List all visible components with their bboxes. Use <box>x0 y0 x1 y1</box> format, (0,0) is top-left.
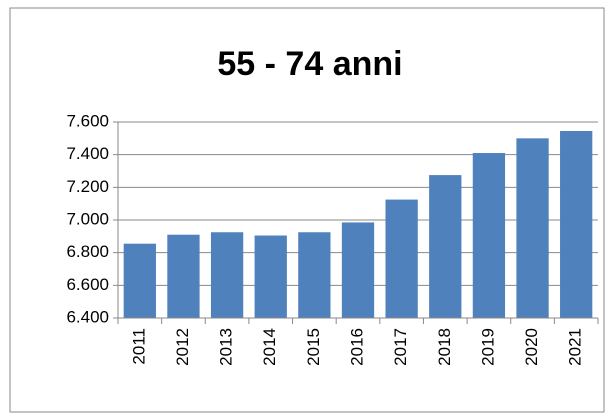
x-tick-label: 2014 <box>260 328 279 366</box>
bar <box>385 199 418 318</box>
x-tick-label: 2011 <box>129 328 148 365</box>
bar <box>254 235 287 318</box>
x-tick-label: 2016 <box>347 328 366 366</box>
x-tick-label: 2013 <box>217 328 236 366</box>
bar <box>429 175 462 318</box>
x-tick-label: 2015 <box>304 328 323 366</box>
y-tick-label: 6.800 <box>66 242 109 261</box>
y-tick-label: 7.000 <box>66 209 109 228</box>
bar <box>560 130 593 318</box>
x-tick-label: 2021 <box>566 328 585 366</box>
bar <box>210 232 244 318</box>
y-tick-label: 6.400 <box>66 307 109 326</box>
y-tick-label: 7.200 <box>66 177 109 196</box>
bar <box>516 138 549 318</box>
bar <box>123 243 156 318</box>
bar <box>472 153 506 318</box>
bar <box>167 234 200 318</box>
x-tick-label: 2018 <box>435 328 454 366</box>
chart-title: 55 - 74 anni <box>217 45 402 83</box>
y-tick-label: 7.400 <box>66 144 109 163</box>
bar <box>298 232 331 318</box>
y-tick-label: 7.600 <box>66 111 109 130</box>
x-tick-label: 2017 <box>391 328 410 366</box>
x-tick-label: 2012 <box>173 328 192 366</box>
y-tick-label: 6.600 <box>66 275 109 294</box>
x-tick-label: 2020 <box>522 328 541 366</box>
x-tick-label: 2019 <box>478 328 497 366</box>
bar <box>341 222 375 318</box>
